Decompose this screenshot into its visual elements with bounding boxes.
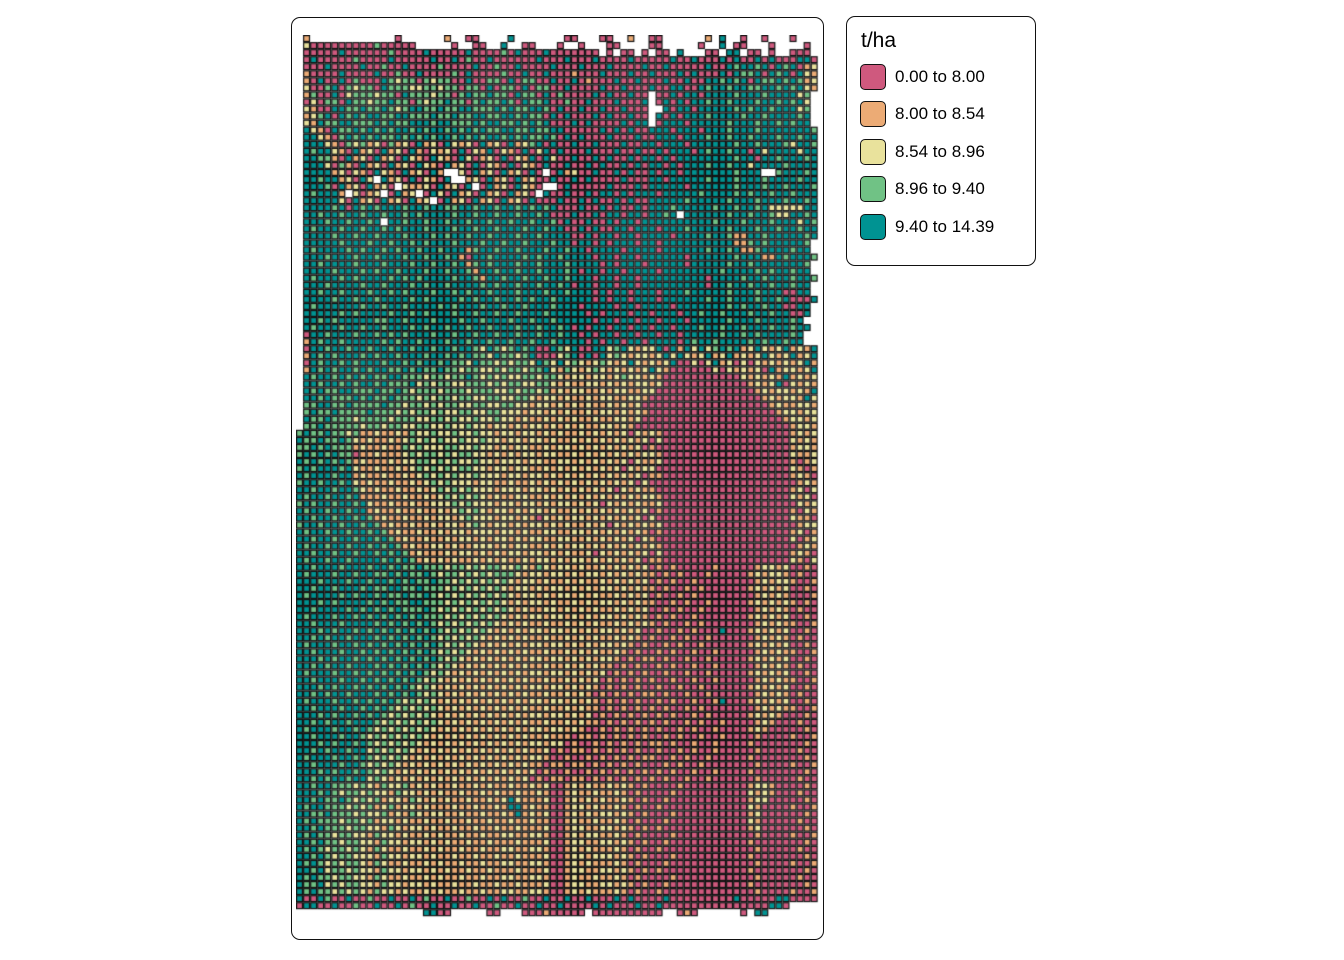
legend-item: 8.54 to 8.96 <box>860 138 1035 165</box>
legend-items: 0.00 to 8.00 8.00 to 8.54 8.54 to 8.96 8… <box>860 63 1035 240</box>
class-swatch-1-icon <box>860 101 886 127</box>
legend-item-label: 9.40 to 14.39 <box>895 216 995 236</box>
legend: t/ha 0.00 to 8.00 8.00 to 8.54 8.54 to 8… <box>846 16 1036 266</box>
legend-item-label: 8.00 to 8.54 <box>895 104 985 123</box>
legend-item: 8.96 to 9.40 <box>860 176 1035 203</box>
legend-item: 8.00 to 8.54 <box>860 101 1035 128</box>
legend-item: 0.00 to 8.00 <box>860 63 1035 90</box>
legend-item: 9.40 to 14.39 <box>860 213 1035 240</box>
legend-item-label: 8.96 to 9.40 <box>895 179 985 198</box>
yield-map-grid <box>296 35 820 919</box>
legend-title: t/ha <box>861 29 897 52</box>
legend-item-label: 8.54 to 8.96 <box>895 141 985 161</box>
legend-item-label: 0.00 to 8.00 <box>895 66 985 86</box>
class-swatch-0-icon <box>860 63 886 90</box>
class-swatch-3-icon <box>860 176 886 202</box>
class-swatch-2-icon <box>860 138 886 165</box>
class-swatch-4-icon <box>860 213 886 240</box>
